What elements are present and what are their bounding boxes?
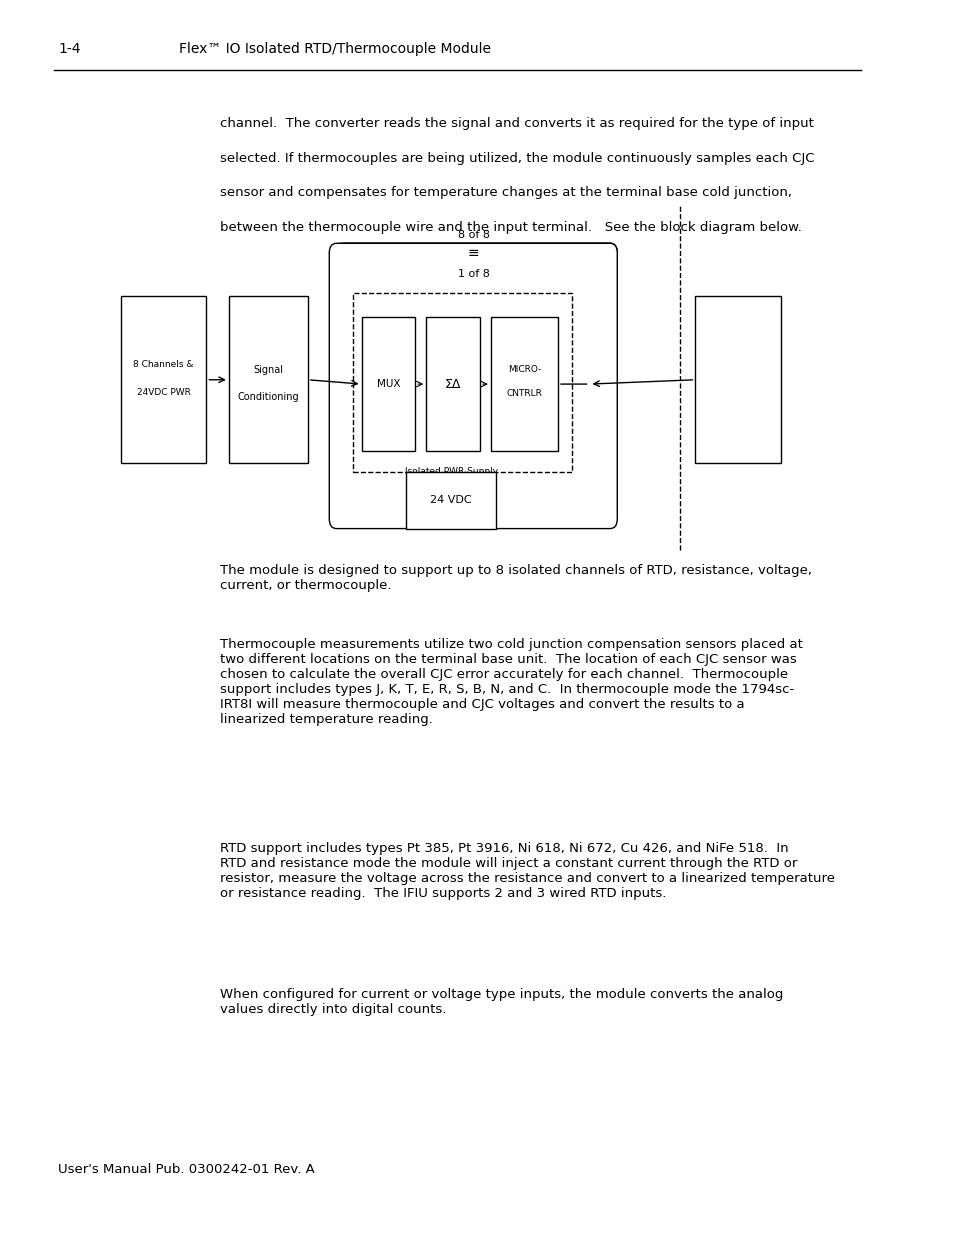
FancyBboxPatch shape — [229, 296, 308, 463]
Text: 8 Channels &: 8 Channels & — [133, 361, 193, 369]
Text: Signal: Signal — [253, 364, 283, 375]
Text: 24 VDC: 24 VDC — [430, 495, 472, 505]
Text: MICRO-: MICRO- — [507, 364, 540, 374]
Text: channel.  The converter reads the signal and converts it as required for the typ: channel. The converter reads the signal … — [219, 117, 813, 131]
Text: User's Manual Pub. 0300242-01 Rev. A: User's Manual Pub. 0300242-01 Rev. A — [58, 1162, 314, 1176]
Text: CNTRLR: CNTRLR — [506, 389, 542, 399]
Text: sensor and compensates for temperature changes at the terminal base cold junctio: sensor and compensates for temperature c… — [219, 186, 791, 200]
Text: MUX: MUX — [376, 379, 400, 389]
Text: Isolated PWR Supply: Isolated PWR Supply — [404, 467, 497, 475]
FancyBboxPatch shape — [695, 296, 780, 463]
Text: ≡: ≡ — [467, 246, 479, 261]
Text: 8 of 8: 8 of 8 — [457, 230, 489, 240]
FancyBboxPatch shape — [361, 317, 415, 451]
Text: ΣΔ: ΣΔ — [444, 378, 461, 390]
FancyBboxPatch shape — [121, 296, 206, 463]
Text: Thermocouple measurements utilize two cold junction compensation sensors placed : Thermocouple measurements utilize two co… — [219, 638, 801, 726]
Text: RTD support includes types Pt 385, Pt 3916, Ni 618, Ni 672, Cu 426, and NiFe 518: RTD support includes types Pt 385, Pt 39… — [219, 842, 834, 900]
Text: 1-4: 1-4 — [58, 42, 81, 56]
FancyBboxPatch shape — [329, 243, 617, 529]
Text: between the thermocouple wire and the input terminal.   See the block diagram be: between the thermocouple wire and the in… — [219, 221, 801, 235]
FancyBboxPatch shape — [426, 317, 479, 451]
FancyBboxPatch shape — [490, 317, 558, 451]
Text: Flex™ IO Isolated RTD/Thermocouple Module: Flex™ IO Isolated RTD/Thermocouple Modul… — [179, 42, 491, 56]
Text: 24VDC PWR: 24VDC PWR — [136, 388, 191, 396]
Text: Conditioning: Conditioning — [237, 391, 298, 403]
FancyBboxPatch shape — [353, 293, 572, 472]
Text: selected. If thermocouples are being utilized, the module continuously samples e: selected. If thermocouples are being uti… — [219, 152, 814, 165]
FancyBboxPatch shape — [406, 472, 496, 529]
FancyBboxPatch shape — [333, 243, 617, 517]
FancyBboxPatch shape — [337, 243, 617, 506]
Text: When configured for current or voltage type inputs, the module converts the anal: When configured for current or voltage t… — [219, 988, 782, 1016]
Text: 1 of 8: 1 of 8 — [457, 269, 489, 279]
Text: The module is designed to support up to 8 isolated channels of RTD, resistance, : The module is designed to support up to … — [219, 564, 811, 593]
